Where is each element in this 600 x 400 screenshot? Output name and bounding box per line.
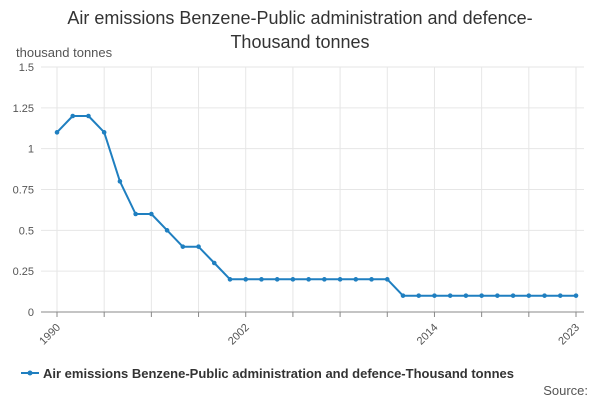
legend-label[interactable]: Air emissions Benzene-Public administrat…	[43, 366, 514, 381]
data-point[interactable]	[573, 293, 579, 298]
data-point[interactable]	[86, 113, 91, 119]
data-point[interactable]	[369, 277, 374, 282]
data-point[interactable]	[211, 260, 217, 266]
data-point[interactable]	[432, 293, 437, 298]
data-point[interactable]	[259, 277, 264, 282]
data-point[interactable]	[337, 277, 343, 282]
y-tick-label: 1.5	[19, 62, 34, 74]
data-point[interactable]	[164, 228, 170, 233]
data-point[interactable]	[133, 211, 138, 217]
data-point[interactable]	[196, 244, 201, 249]
data-point[interactable]	[479, 293, 484, 298]
data-point[interactable]	[70, 113, 76, 119]
data-point[interactable]	[227, 277, 233, 282]
chart-title: Air emissions Benzene-Public administrat…	[0, 6, 600, 54]
data-point[interactable]	[149, 211, 154, 217]
y-tick-label: 1	[28, 144, 34, 156]
data-point[interactable]	[495, 293, 500, 298]
data-point[interactable]	[463, 293, 469, 298]
data-point[interactable]	[526, 293, 532, 298]
chart-title-line-1: Air emissions Benzene-Public administrat…	[67, 8, 533, 28]
axes: 0 0.25 0.5 0.75 1 1.25 1.5 1990 2002 2014 2023	[13, 62, 584, 347]
legend-marker	[27, 370, 33, 376]
y-tick-label: 0.5	[19, 225, 34, 237]
data-point[interactable]	[400, 293, 406, 298]
data-point[interactable]	[447, 293, 453, 298]
data-point[interactable]	[290, 277, 296, 282]
y-tick-label: 0	[28, 307, 34, 319]
x-tick-label: 2014	[415, 322, 441, 348]
data-point[interactable]	[101, 130, 107, 135]
data-point[interactable]	[510, 293, 516, 298]
data-point[interactable]	[274, 277, 280, 282]
series-line	[56, 115, 576, 297]
y-axis-label: thousand tonnes	[16, 45, 113, 60]
data-point[interactable]	[54, 130, 60, 135]
data-point[interactable]	[306, 277, 311, 282]
data-point[interactable]	[416, 293, 422, 298]
chart-title-line-2: Thousand tonnes	[230, 32, 370, 52]
x-tick-label: 2002	[226, 322, 252, 348]
source-label: Source:	[543, 383, 588, 398]
legend[interactable]: Air emissions Benzene-Public administrat…	[21, 366, 514, 381]
series-layer	[54, 113, 579, 298]
y-tick-label: 1.25	[13, 103, 34, 115]
y-tick-label: 0.25	[13, 266, 34, 278]
x-tick-label: 2023	[556, 322, 582, 348]
x-tick-label: 1990	[37, 322, 63, 348]
data-point[interactable]	[542, 293, 547, 298]
data-point[interactable]	[353, 277, 359, 282]
data-point[interactable]	[117, 179, 123, 184]
y-tick-label: 0.75	[13, 185, 34, 197]
grid	[41, 66, 584, 312]
data-point[interactable]	[557, 293, 563, 298]
data-point[interactable]	[322, 277, 327, 282]
data-point[interactable]	[384, 277, 390, 282]
data-point[interactable]	[243, 277, 249, 282]
data-point[interactable]	[180, 244, 186, 249]
